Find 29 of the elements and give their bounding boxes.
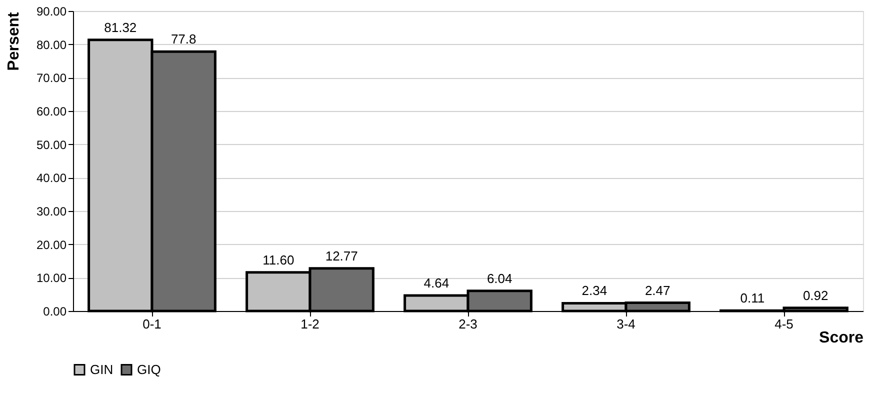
y-tick-label: 40.00 xyxy=(36,171,67,186)
y-tick-label: 10.00 xyxy=(36,271,67,286)
y-tick-label: 30.00 xyxy=(36,204,67,218)
y-tick-label: 60.00 xyxy=(36,104,67,118)
y-tick-label: 80.00 xyxy=(36,38,67,52)
y-tick-label: 20.00 xyxy=(36,238,67,252)
x-tick-label: 0-1 xyxy=(142,316,162,332)
data-label: 2.34 xyxy=(582,283,608,298)
x-tick-label: 2-3 xyxy=(458,316,478,332)
x-tick-label: 3-4 xyxy=(616,316,636,332)
x-tick-label: 1-2 xyxy=(300,316,320,332)
x-axis-title: Score xyxy=(819,330,864,346)
data-label: 11.60 xyxy=(262,252,294,268)
y-tick-label: 0.00 xyxy=(43,304,67,318)
data-label: 0.11 xyxy=(740,290,765,306)
legend-label: GIQ xyxy=(137,362,161,377)
y-tick-label: 90.00 xyxy=(36,4,67,18)
data-label: 81.32 xyxy=(104,20,137,35)
data-label: 77.8 xyxy=(170,32,196,47)
y-tick-label: 50.00 xyxy=(36,138,67,152)
data-label: 6.04 xyxy=(486,270,512,286)
y-axis-title: Persent xyxy=(6,11,22,71)
x-tick-label: 4-5 xyxy=(774,316,794,332)
data-label: 0.92 xyxy=(802,288,828,303)
data-label: 4.64 xyxy=(424,276,450,291)
y-tick-label: 70.00 xyxy=(36,71,67,86)
data-label: 12.77 xyxy=(325,248,358,264)
legend-label: GIN xyxy=(90,362,114,377)
data-label: 2.47 xyxy=(644,282,670,298)
